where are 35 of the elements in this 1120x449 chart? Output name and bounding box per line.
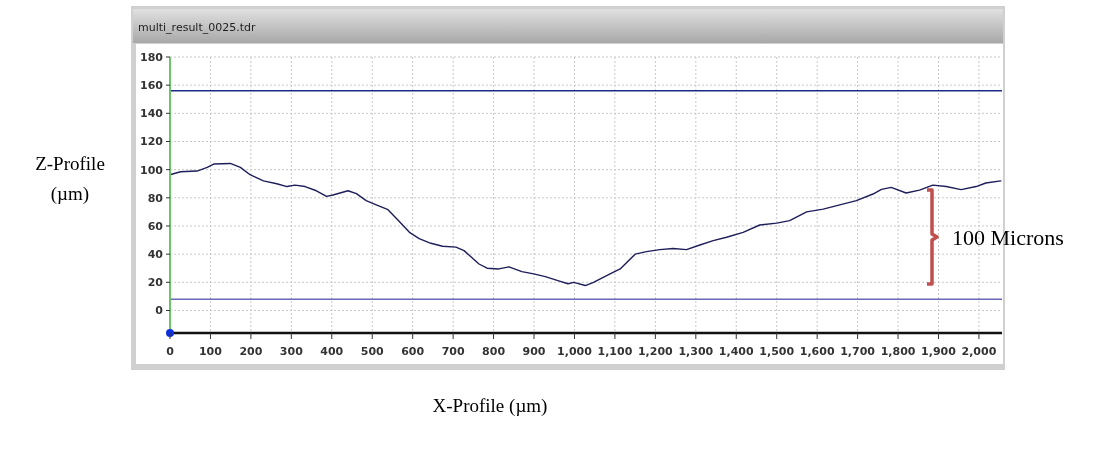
y-tick-label: 100: [140, 163, 164, 177]
x-tick-label: 2,000: [961, 345, 997, 358]
x-tick-label: 500: [360, 345, 385, 358]
x-tick-label: 1,400: [718, 345, 754, 358]
x-tick-label: 1,600: [799, 345, 835, 358]
x-tick-label: 1,200: [637, 345, 674, 358]
y-tick-label: 60: [147, 219, 164, 233]
y-tick-label: 140: [140, 107, 164, 121]
x-axis-title: X-Profile (µm): [432, 395, 548, 417]
y-tick-label: 180: [140, 51, 164, 64]
chart-title: multi_result_0025.tdr: [138, 21, 257, 34]
x-tick-label: 200: [239, 345, 263, 358]
x-tick-label: 600: [401, 345, 425, 358]
y-tick-label: 40: [147, 248, 164, 262]
x-tick-label: 1,000: [557, 345, 593, 358]
x-tick-label: 400: [320, 345, 344, 358]
x-tick-label: 1,500: [759, 345, 795, 358]
x-tick-label: 1,300: [678, 345, 714, 358]
x-tick-label: 900: [522, 345, 546, 358]
y-tick-label: 80: [147, 191, 164, 205]
y-tick-label: 20: [147, 276, 164, 290]
x-tick-label: 300: [279, 345, 304, 358]
x-tick-label: 1,900: [921, 345, 957, 358]
x-tick-label: 1,700: [840, 345, 876, 358]
x-tick-label: 100: [198, 345, 223, 358]
y-tick-label: 0: [155, 304, 164, 318]
y-tick-label: 120: [140, 135, 164, 149]
x-tick-label: 700: [441, 345, 465, 358]
y-axis-title: Z-Profile (µm): [35, 153, 105, 205]
annotation: 100 Microns: [952, 225, 1064, 250]
y-tick-label: 160: [140, 79, 164, 93]
x-tick-label: 0: [166, 345, 175, 358]
x-tick-label: 800: [482, 345, 506, 358]
x-tick-label: 1,800: [880, 345, 916, 358]
x-tick-label: 1,100: [597, 345, 633, 358]
